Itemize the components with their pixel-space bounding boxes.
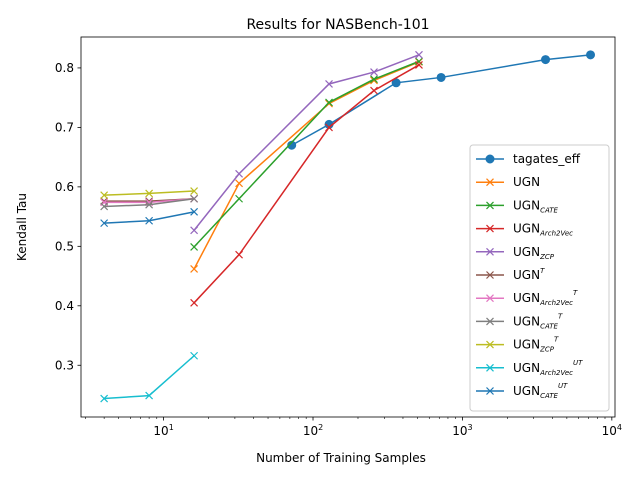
data-point-2-0: [190, 242, 199, 251]
data-point-7-2: [190, 194, 199, 203]
series-0: [287, 50, 596, 150]
x-tick-label: 103: [452, 423, 472, 438]
data-point-4-4: [415, 50, 423, 59]
legend-marker: [486, 271, 494, 279]
data-point-5-1: [145, 197, 154, 206]
legend-label: UGNCATEUT: [513, 382, 568, 400]
data-point-2-1: [235, 194, 244, 203]
data-point-3-2: [325, 123, 333, 132]
y-tick-label: 0.5: [55, 239, 74, 253]
data-point-3-0: [190, 298, 199, 307]
legend-label: UGNArch2VecUT: [513, 359, 583, 377]
legend-marker: [486, 294, 494, 303]
legend-marker: [486, 387, 494, 395]
data-point-0-0: [287, 140, 297, 150]
data-point-3-1: [235, 250, 244, 259]
data-point-8-2: [190, 187, 199, 195]
data-point-1-0: [190, 265, 199, 273]
data-point-10-2: [190, 207, 199, 216]
legend-marker: [486, 340, 494, 349]
legend-item-4: UGNZCP: [476, 245, 555, 261]
series-2: [190, 57, 423, 251]
y-tick-label: 0.6: [55, 180, 74, 194]
legend-label: UGNArch2VecT: [513, 289, 578, 307]
data-point-3-3: [370, 86, 378, 95]
data-point-0-5: [586, 50, 596, 60]
data-point-2-2: [325, 98, 333, 107]
legend-marker: [486, 317, 494, 326]
legend-box: [469, 144, 610, 412]
legend-marker: [486, 178, 494, 187]
plot-area: [100, 50, 596, 403]
legend-item-9: UGNArch2VecUT: [476, 359, 583, 377]
data-point-8-1: [145, 189, 154, 198]
x-tick-label: 102: [303, 423, 323, 438]
data-point-10-0: [100, 219, 109, 228]
data-point-9-1: [145, 391, 154, 400]
x-tick-label: 104: [602, 423, 622, 438]
data-point-9-2: [190, 351, 199, 360]
legend-label: UGNCATET: [513, 312, 563, 330]
x-tick-label: 101: [153, 423, 173, 438]
data-point-4-2: [325, 80, 333, 88]
y-tick-label: 0.4: [55, 299, 74, 313]
series-line-0: [291, 54, 591, 146]
data-point-0-4: [541, 55, 551, 65]
legend-item-1: UGN: [476, 175, 540, 189]
legend-label: UGNT: [513, 267, 545, 282]
legend-label: tagates_eff: [513, 152, 581, 166]
legend-item-6: UGNArch2VecT: [476, 289, 578, 307]
series-line-9: [104, 355, 195, 400]
legend-label: UGNZCPT: [513, 336, 559, 354]
x-axis-label: Number of Training Samples: [256, 451, 426, 465]
data-point-9-0: [100, 394, 109, 403]
data-point-2-3: [370, 75, 378, 84]
series-7: [100, 194, 199, 211]
data-point-8-0: [100, 191, 109, 200]
legend-marker: [486, 224, 494, 233]
legend-item-7: UGNCATET: [476, 312, 563, 330]
legend-item-10: UGNCATEUT: [476, 382, 568, 400]
legend-item-3: UGNArch2Vec: [476, 222, 573, 238]
legend-marker: [485, 154, 495, 164]
series-4: [190, 50, 423, 235]
legend-label: UGNArch2Vec: [513, 222, 573, 238]
legend-marker: [486, 363, 494, 372]
series-8: [100, 187, 199, 200]
data-point-1-1: [235, 179, 244, 188]
legend-marker: [486, 247, 494, 256]
data-point-3-4: [415, 61, 423, 69]
series-line-1: [193, 61, 420, 270]
data-point-0-3: [436, 72, 446, 82]
y-axis-label: Kendall Tau: [15, 193, 29, 261]
data-point-2-4: [415, 57, 423, 66]
legend-label: UGNZCP: [513, 245, 555, 261]
legend-marker: [486, 201, 494, 210]
legend: tagates_eff UGN UGNCATE UGNArch2Vec UGNZCP UG…: [469, 144, 610, 412]
chart-title: Results for NASBench-101: [246, 17, 429, 33]
series-line-3: [193, 64, 420, 304]
y-tick-label: 0.3: [55, 358, 74, 372]
y-tick-label: 0.7: [55, 120, 74, 134]
series-1: [190, 58, 423, 273]
series-10: [100, 207, 199, 228]
axes: 101 102 103 104 0.3 0.4 0.5 0.6 0.7 0.8: [55, 36, 622, 438]
legend-item-0: tagates_eff: [476, 152, 581, 166]
axes-frame: [80, 36, 616, 418]
data-point-4-0: [190, 226, 199, 235]
series-9: [100, 351, 199, 403]
legend-label: UGN: [513, 175, 540, 189]
series-3: [190, 61, 423, 307]
data-point-4-1: [235, 169, 244, 178]
data-point-10-1: [145, 216, 154, 225]
legend-item-2: UGNCATE: [476, 198, 559, 214]
legend-item-8: UGNZCPT: [476, 336, 559, 354]
legend-label: UGNCATE: [513, 198, 559, 214]
data-point-7-1: [145, 200, 154, 209]
data-point-7-0: [100, 202, 109, 211]
legend-item-5: UGNT: [476, 267, 545, 282]
y-tick-label: 0.8: [55, 61, 74, 75]
data-point-4-3: [370, 68, 378, 77]
